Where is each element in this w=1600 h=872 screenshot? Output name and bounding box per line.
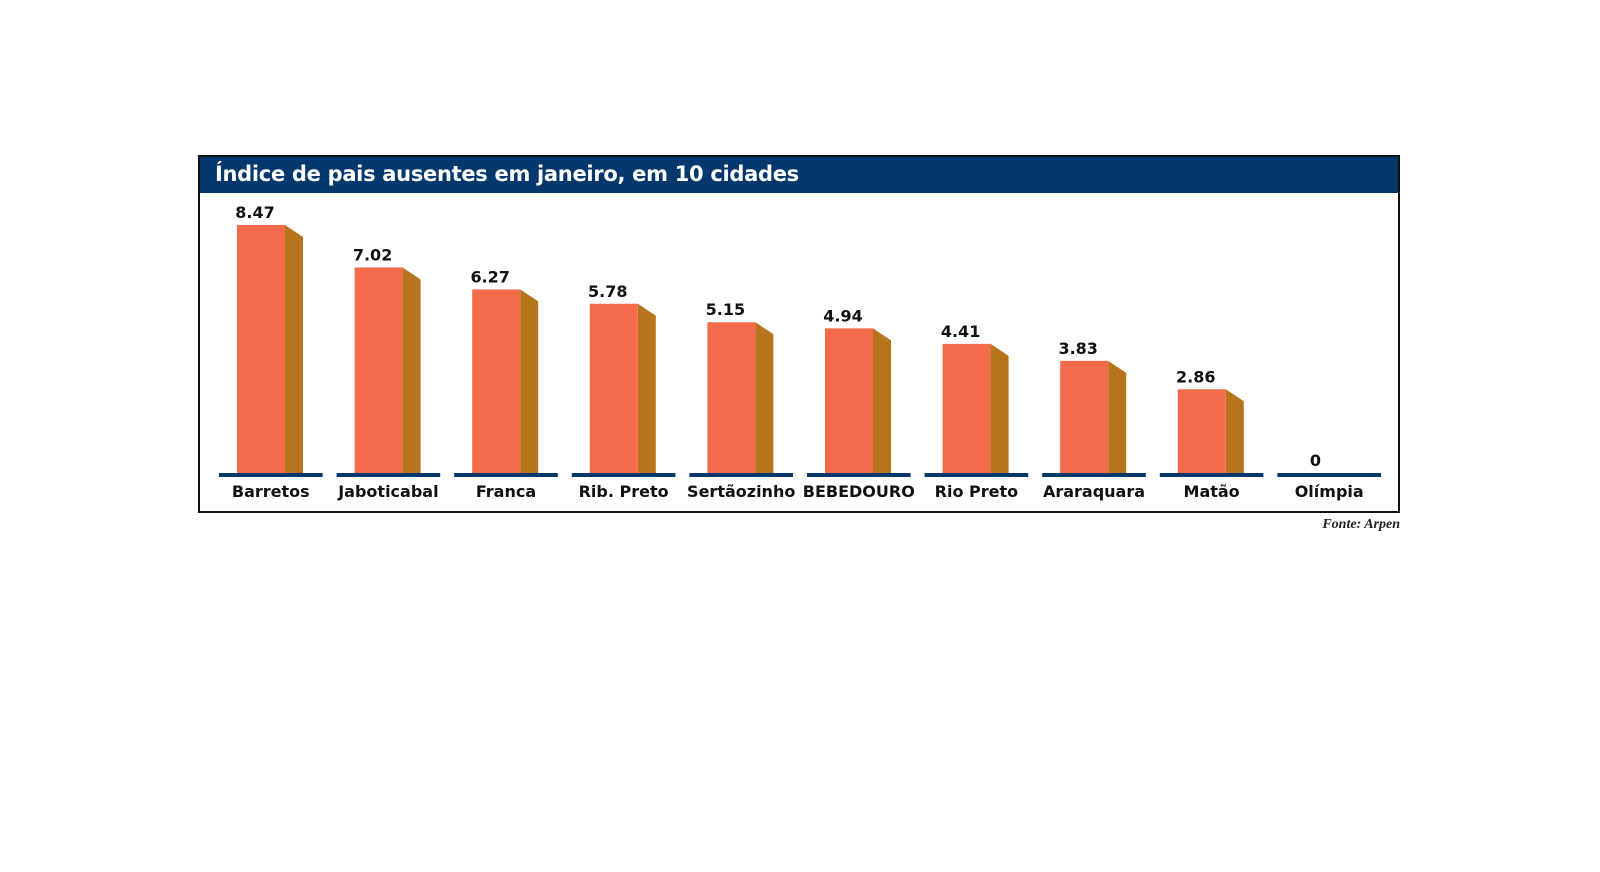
baseline-segment <box>219 473 323 477</box>
bar-side <box>637 303 656 473</box>
bar-side <box>755 322 774 473</box>
bar <box>942 343 991 473</box>
category-label: Sertãozinho <box>687 482 795 501</box>
bar-chart: 8.47 Barretos 7.02 Jaboticabal 6.27 Franca 5.7… <box>219 203 1381 501</box>
category-label: BEBEDOURO <box>803 482 915 501</box>
source-note: Fonte: Arpen <box>1322 517 1400 532</box>
baseline-segment <box>924 473 1029 477</box>
chart-header: Índice de pais ausentes em janeiro, em 1… <box>200 157 1398 193</box>
bar <box>237 225 285 473</box>
category-label: Rio Preto <box>935 482 1018 501</box>
value-label: 8.47 <box>235 203 274 222</box>
baseline-segment <box>807 473 911 477</box>
bar <box>589 303 638 473</box>
category-label: Olímpia <box>1295 482 1364 501</box>
bar-side <box>402 267 421 473</box>
chart-frame: Índice de pais ausentes em janeiro, em 1… <box>198 155 1400 513</box>
bar-side <box>520 289 539 473</box>
category-label: Franca <box>476 482 536 501</box>
bar <box>707 322 756 473</box>
category-label: Araraquara <box>1043 482 1145 501</box>
bar <box>472 289 521 473</box>
baseline-segment <box>1277 473 1381 477</box>
baseline-segment <box>571 473 676 477</box>
baseline-segment <box>336 473 441 477</box>
bar <box>354 267 403 473</box>
category-label: Jaboticabal <box>337 482 438 501</box>
value-label: 3.83 <box>1058 339 1097 358</box>
bar-side <box>1108 360 1127 473</box>
bar <box>825 328 873 473</box>
bar-side <box>873 328 891 473</box>
baseline-segment <box>1159 473 1264 477</box>
chart-title: Índice de pais ausentes em janeiro, em 1… <box>215 162 799 186</box>
baseline-segment <box>1042 473 1146 477</box>
value-label: 0 <box>1310 451 1321 470</box>
category-label: Barretos <box>232 482 310 501</box>
bar-side <box>990 343 1009 473</box>
value-label: 5.78 <box>588 282 627 301</box>
baseline-segment <box>454 473 558 477</box>
value-label: 6.27 <box>470 267 509 286</box>
category-label: Matão <box>1184 482 1240 501</box>
value-label: 4.41 <box>941 322 980 341</box>
bar-side <box>1225 389 1244 473</box>
bar <box>1177 389 1226 473</box>
bar <box>1060 360 1109 473</box>
baseline-segment <box>689 473 793 477</box>
value-label: 7.02 <box>353 245 392 264</box>
value-label: 4.94 <box>823 306 862 325</box>
value-label: 5.15 <box>706 300 745 319</box>
bar-side <box>285 225 303 473</box>
category-label: Rib. Preto <box>579 482 669 501</box>
value-label: 2.86 <box>1176 367 1215 386</box>
